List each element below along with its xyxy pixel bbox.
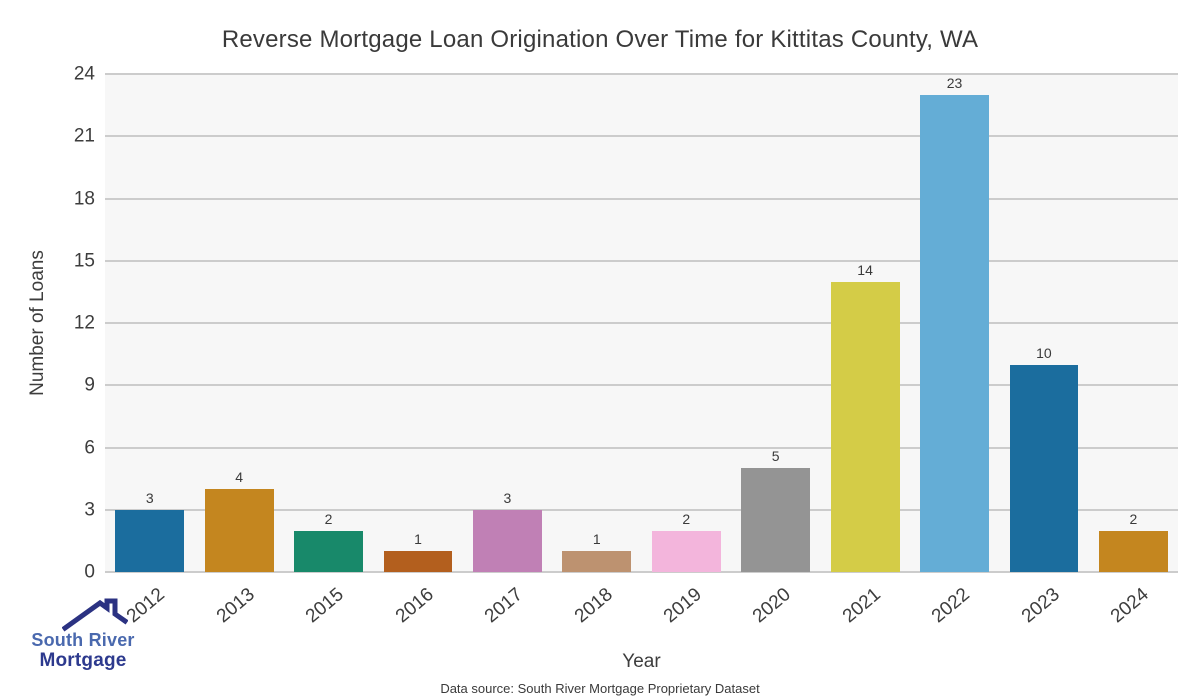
gridline-y-18	[105, 197, 1178, 200]
x-tick-label-2023: 2023	[1017, 584, 1064, 628]
plot-area: 3 4 2 1 3 1 2 5 14 23 10 2	[105, 73, 1178, 573]
x-axis-ticks: 2012 2013 2015 2016 2017 2018 2019 2020 2021 2022…	[105, 580, 1178, 640]
bar-2017	[472, 509, 542, 572]
y-tick-label: 6	[84, 437, 95, 458]
bar-2022	[920, 94, 989, 572]
x-tick-label-2024: 2024	[1106, 584, 1153, 628]
bar-2023	[1009, 364, 1079, 572]
bar-slot-2020: 5	[731, 74, 820, 572]
data-source-note: Data source: South River Mortgage Propri…	[440, 681, 760, 696]
gridline-y-3	[105, 508, 1178, 511]
bar-value-label: 1	[592, 531, 601, 548]
y-tick-label: 0	[84, 561, 95, 583]
bar-2019	[651, 530, 721, 572]
x-tick-label-2019: 2019	[659, 584, 706, 628]
bar-slot-2022: 23	[910, 74, 999, 572]
y-tick-label: 21	[73, 125, 95, 147]
bar-slot-2016: 1	[373, 74, 462, 572]
bar-slot-2015: 2	[284, 74, 373, 572]
gridline-y-24	[105, 73, 1178, 75]
bar-2021	[830, 281, 900, 572]
bar-value-label: 2	[1129, 510, 1138, 527]
gridline-y-12	[105, 322, 1178, 324]
bars-row: 3 4 2 1 3 1 2 5 14 23 10 2	[105, 74, 1178, 572]
logo-text-line1: South River	[31, 630, 135, 650]
gridline-y-9	[105, 384, 1178, 387]
y-tick-label: 24	[73, 63, 95, 85]
y-tick-label: 9	[84, 374, 95, 396]
bar-value-label: 23	[946, 74, 963, 91]
x-tick-label-2018: 2018	[570, 584, 617, 628]
gridline-y-0	[105, 571, 1178, 573]
y-tick-label: 18	[73, 188, 95, 209]
bar-2020	[741, 468, 811, 572]
x-tick-label-2020: 2020	[749, 584, 796, 628]
bar-slot-2023: 10	[999, 74, 1088, 572]
bar-slot-2019: 2	[642, 74, 731, 572]
gridline-y-15	[105, 259, 1178, 262]
bar-value-label: 14	[857, 261, 873, 278]
bar-2012	[115, 509, 185, 572]
bar-2016	[383, 551, 453, 572]
bar-value-label: 3	[503, 489, 512, 506]
y-axis-ticks: 0 3 6 9 12 15 18 21 24	[0, 65, 95, 582]
x-tick-label-2022: 2022	[928, 584, 974, 628]
y-tick-label: 3	[84, 499, 95, 521]
x-tick-label-2016: 2016	[391, 584, 438, 628]
bar-value-label: 4	[235, 469, 244, 485]
bar-slot-2017: 3	[463, 74, 552, 572]
bar-slot-2021: 14	[820, 74, 909, 572]
bar-value-label: 5	[771, 448, 780, 465]
bar-slot-2024: 2	[1089, 74, 1178, 572]
bar-2015	[294, 530, 363, 572]
gridline-y-6	[105, 446, 1178, 449]
bar-2013	[204, 489, 274, 572]
gridline-y-21	[105, 135, 1178, 138]
bar-slot-2012: 3	[105, 74, 194, 572]
bar-2024	[1098, 530, 1168, 572]
x-tick-label-2021: 2021	[838, 584, 885, 628]
x-axis-label: Year	[622, 651, 661, 672]
chart-title: Reverse Mortgage Loan Origination Over T…	[221, 26, 979, 53]
bar-value-label: 10	[1036, 344, 1052, 361]
bar-value-label: 2	[682, 510, 691, 527]
bar-value-label: 2	[324, 510, 333, 527]
bar-value-label: 3	[145, 489, 154, 506]
y-tick-label: 15	[73, 250, 95, 272]
bar-slot-2013: 4	[194, 74, 283, 572]
bar-slot-2018: 1	[552, 74, 641, 572]
x-tick-label-2017: 2017	[480, 584, 527, 628]
south-river-mortgage-logo: South River Mortgage	[18, 598, 148, 672]
house-roof-icon	[62, 598, 128, 632]
x-tick-label-2015: 2015	[302, 584, 349, 628]
logo-text-line2: Mortgage	[39, 650, 127, 671]
bar-2018	[562, 551, 632, 572]
y-tick-label: 12	[73, 312, 95, 334]
bar-value-label: 1	[414, 531, 422, 548]
x-tick-label-2013: 2013	[212, 584, 259, 628]
